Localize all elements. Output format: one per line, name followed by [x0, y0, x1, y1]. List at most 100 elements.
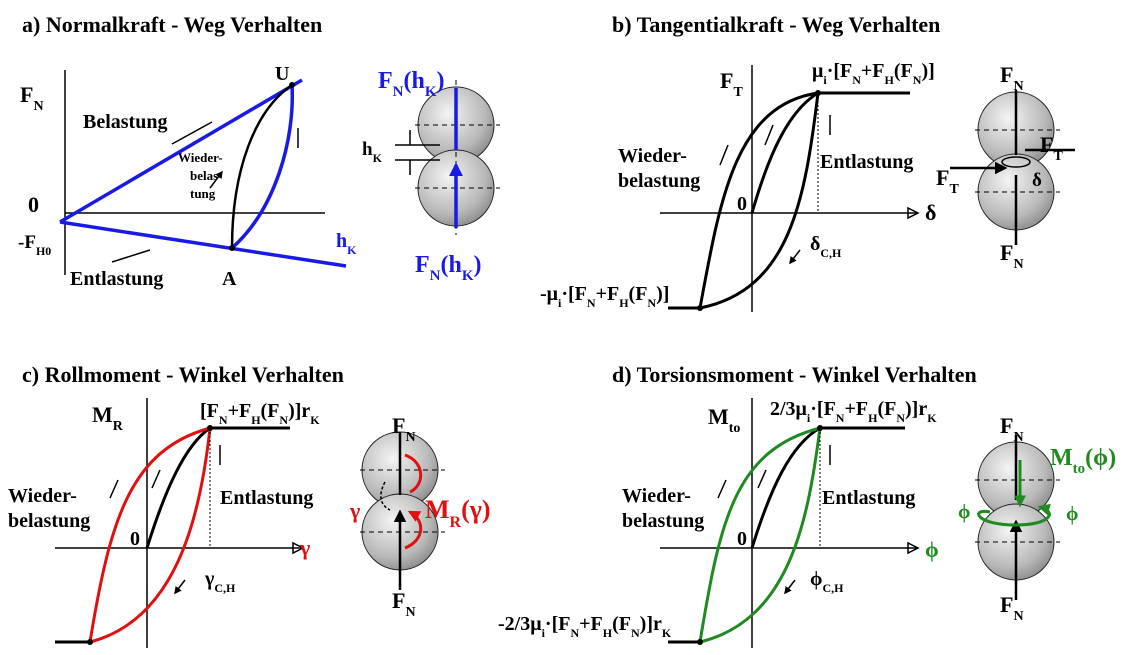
label-text: h [362, 139, 373, 160]
gap [395, 130, 440, 175]
label-text: γ [204, 568, 215, 590]
subscript: N [896, 411, 905, 425]
point [815, 90, 821, 96]
label: Mto [708, 404, 740, 436]
label-text: A [222, 268, 237, 290]
subscript: K [373, 151, 383, 165]
label: belastung [8, 510, 90, 532]
lines [59, 78, 347, 268]
label: tung [190, 186, 216, 201]
label-text: Wieder- [622, 485, 691, 507]
label-text: )]r [905, 398, 927, 420]
label: Wieder- [618, 145, 687, 167]
subscript: H0 [36, 244, 51, 258]
label-text: 0 [130, 528, 140, 550]
label: μi·[FN+FH(FN)] [812, 60, 935, 87]
label: Entlastung [820, 151, 913, 173]
subscript: R [450, 514, 462, 531]
label-text: +F [228, 400, 252, 422]
label-text: tung [190, 186, 216, 201]
label-text: ·[F [545, 613, 571, 635]
label: FN(hK) [378, 68, 445, 100]
label: U [275, 63, 289, 85]
label: -2/3μi·[FN+FH(FN)]rK [498, 613, 672, 640]
subscript: H [885, 73, 895, 87]
label: γC,H [204, 568, 236, 595]
label-text: F [1040, 132, 1053, 157]
label-text: )]r [288, 400, 310, 422]
label: FN [1000, 413, 1024, 445]
rotation [380, 481, 391, 511]
label-text: δ [925, 200, 936, 225]
label: ϕ [1066, 503, 1078, 525]
panel-title: d) Torsionsmoment - Winkel Verhalten [612, 362, 977, 387]
point-a [229, 245, 235, 251]
subscript: N [405, 605, 415, 620]
unload-curve [230, 84, 295, 250]
label-text: δ [1032, 170, 1042, 191]
subscript: N [279, 413, 288, 427]
label-text: Belastung [83, 111, 167, 133]
label-text: 0 [737, 193, 747, 215]
label-text: [F [200, 400, 219, 422]
arrows [109, 445, 221, 593]
label-text: )]r [640, 613, 662, 635]
subscript: i [823, 73, 827, 87]
label-text: F [720, 68, 733, 93]
label-text: 0 [28, 192, 39, 217]
subscript: K [927, 411, 937, 425]
label-text: U [275, 63, 289, 85]
label-text: γ [349, 498, 360, 523]
label-text: 0 [737, 528, 747, 550]
label: [FN+FH(FN)]rK [200, 400, 320, 427]
label: belas- [190, 168, 223, 183]
label-text: δ [810, 233, 820, 255]
subscript: N [1013, 430, 1023, 445]
point [207, 425, 213, 431]
label: belastung [618, 170, 700, 192]
label-text: (F [894, 60, 913, 82]
subscript: i [558, 296, 562, 310]
label-text: Entlastung [220, 487, 313, 509]
point [87, 639, 93, 645]
label: 0 [737, 193, 747, 215]
subscript: N [631, 626, 640, 640]
subscript: N [33, 99, 43, 114]
label-text: M [708, 404, 729, 429]
point [697, 639, 703, 645]
subscript: N [1013, 609, 1023, 624]
subscript: H [619, 296, 629, 310]
label-text: F [378, 68, 393, 94]
label-text: (F [877, 398, 896, 420]
label-text: (γ) [461, 495, 490, 524]
label-text: ϕ [810, 568, 822, 590]
label: MR [92, 402, 124, 434]
reload-curve [230, 83, 293, 249]
subscript: T [949, 182, 959, 197]
label-text: F [415, 252, 430, 278]
subscript: N [647, 296, 656, 310]
label-text: (h [441, 252, 462, 278]
axes [660, 65, 918, 312]
subscript: H [868, 411, 878, 425]
label-text: belastung [618, 170, 700, 192]
point-u [289, 82, 295, 88]
label-text: belastung [8, 510, 90, 532]
label-text: Entlastung [822, 487, 915, 509]
label-text: F [20, 82, 33, 107]
label-text: Wieder- [618, 145, 687, 167]
subscript: C,H [820, 246, 842, 260]
subscript: to [1073, 461, 1086, 477]
label: FN [20, 82, 44, 114]
axis-arrow [292, 541, 305, 555]
subscript: to [729, 421, 741, 436]
label-text: ϕ [1066, 503, 1078, 525]
subscript: K [462, 268, 474, 284]
label-text: γ [299, 535, 310, 560]
label: MR(γ) [425, 495, 491, 531]
subscript: C,H [822, 581, 844, 595]
label-text: +F [596, 283, 620, 305]
loop [698, 426, 822, 644]
label-text: ϕ [958, 501, 970, 523]
